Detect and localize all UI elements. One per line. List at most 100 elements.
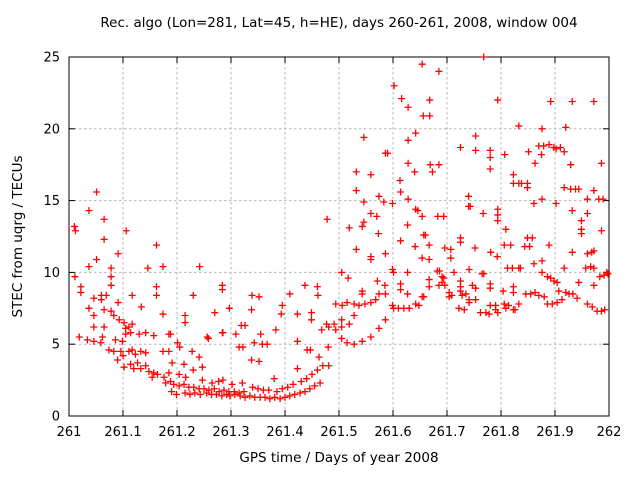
data-point-marker — [412, 300, 420, 308]
data-point-marker — [75, 333, 83, 341]
data-point-marker — [374, 230, 382, 238]
data-point-marker — [526, 243, 534, 251]
data-point-marker — [447, 245, 455, 253]
data-point-marker — [255, 293, 263, 301]
data-point-marker — [550, 277, 558, 285]
data-point-marker — [195, 353, 203, 361]
data-point-marker — [599, 195, 607, 203]
data-point-marker — [548, 300, 556, 308]
data-point-marker — [535, 291, 543, 299]
plot-border — [68, 56, 610, 417]
data-point-marker — [232, 330, 240, 338]
data-point-marker — [384, 149, 392, 157]
data-point-marker — [441, 244, 449, 252]
data-point-marker — [396, 176, 404, 184]
data-point-marker — [97, 296, 105, 304]
data-point-marker — [575, 278, 583, 286]
data-point-marker — [144, 264, 152, 272]
data-point-marker — [418, 212, 426, 220]
data-point-marker — [404, 290, 412, 298]
data-point-marker — [170, 380, 178, 388]
data-point-marker — [102, 291, 110, 299]
data-point-marker — [100, 235, 108, 243]
data-point-marker — [508, 264, 516, 272]
data-point-marker — [188, 347, 196, 355]
data-point-marker — [83, 336, 91, 344]
data-point-marker — [71, 273, 79, 281]
data-point-marker — [375, 324, 383, 332]
data-point-marker — [248, 356, 256, 364]
data-point-marker — [107, 273, 115, 281]
y-tick-label: 10 — [43, 266, 60, 281]
data-point-marker — [567, 161, 575, 169]
data-point-marker — [338, 301, 346, 309]
data-point-marker — [128, 346, 136, 354]
data-point-marker — [447, 254, 455, 262]
data-point-marker — [263, 340, 271, 348]
y-tick-label: 15 — [43, 194, 60, 209]
data-point-marker — [85, 304, 93, 312]
data-point-marker — [583, 250, 591, 258]
data-point-marker — [583, 300, 591, 308]
data-point-marker — [114, 356, 122, 364]
data-point-marker — [472, 296, 480, 304]
data-point-marker — [273, 388, 281, 396]
data-point-marker — [220, 386, 228, 394]
data-point-marker — [105, 346, 113, 354]
data-point-marker — [411, 168, 419, 176]
data-point-marker — [301, 281, 309, 289]
data-point-marker — [358, 222, 366, 230]
data-point-marker — [128, 291, 136, 299]
data-point-marker — [134, 359, 142, 367]
data-point-marker — [350, 311, 358, 319]
data-point-marker — [261, 393, 269, 401]
y-tick-label: 5 — [52, 338, 60, 353]
data-point-marker — [412, 129, 420, 137]
data-point-marker — [180, 380, 188, 388]
data-point-marker — [590, 281, 598, 289]
data-point-marker — [577, 230, 585, 238]
data-point-marker — [479, 210, 487, 218]
data-point-marker — [319, 362, 327, 370]
data-point-marker — [150, 369, 158, 377]
data-point-marker — [501, 151, 509, 159]
data-point-marker — [325, 323, 333, 331]
data-point-marker — [98, 333, 106, 341]
data-point-marker — [471, 244, 479, 252]
data-point-marker — [558, 296, 566, 304]
data-point-marker — [516, 264, 524, 272]
data-point-marker — [343, 299, 351, 307]
data-point-marker — [168, 359, 176, 367]
data-point-marker — [198, 363, 206, 371]
data-point-marker — [428, 168, 436, 176]
data-point-marker — [148, 373, 156, 381]
data-point-marker — [240, 388, 248, 396]
data-point-marker — [291, 390, 299, 398]
data-point-marker — [97, 339, 105, 347]
data-point-marker — [450, 268, 458, 276]
data-point-marker — [540, 142, 548, 150]
data-point-marker — [361, 300, 369, 308]
data-point-marker — [181, 311, 189, 319]
data-point-marker — [538, 151, 545, 159]
data-point-marker — [137, 347, 145, 355]
data-point-marker — [507, 241, 515, 249]
data-point-marker — [152, 241, 160, 249]
data-point-marker — [540, 293, 548, 301]
data-point-marker — [575, 185, 583, 193]
data-point-marker — [538, 257, 546, 265]
data-point-marker — [225, 304, 233, 312]
data-point-marker — [502, 304, 510, 312]
data-point-marker — [271, 393, 279, 401]
data-point-marker — [122, 330, 130, 338]
data-point-marker — [314, 291, 322, 299]
data-point-marker — [168, 388, 176, 396]
data-point-marker — [381, 316, 389, 324]
data-point-marker — [212, 390, 220, 398]
data-point-marker — [120, 363, 128, 371]
data-point-marker — [218, 286, 226, 294]
data-point-marker — [293, 310, 301, 318]
data-point-marker — [324, 343, 332, 351]
